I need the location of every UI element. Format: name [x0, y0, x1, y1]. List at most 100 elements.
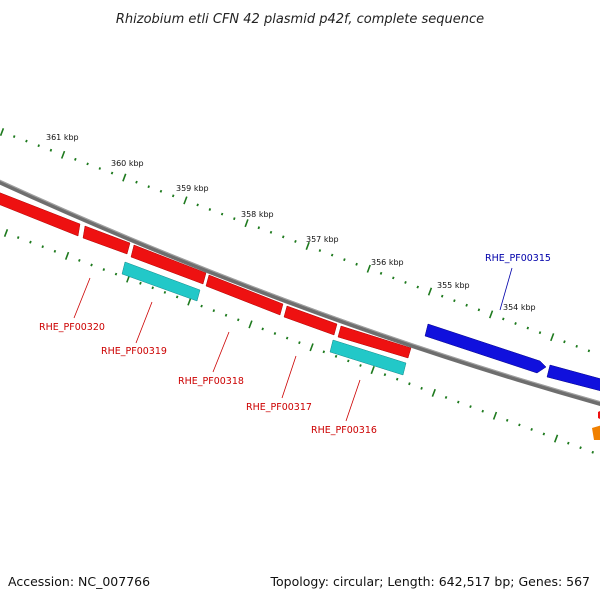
- minor-tick: [224, 313, 228, 317]
- major-tick: [305, 241, 310, 250]
- minor-tick: [298, 341, 301, 345]
- major-tick: [244, 219, 249, 228]
- inner-tick-ring: [3, 229, 595, 454]
- reverse-genes: [0, 192, 412, 359]
- minor-tick: [477, 308, 481, 312]
- major-tick: [64, 251, 70, 260]
- gene-RHE_PF00320[interactable]: [0, 192, 81, 237]
- leader-RHE_PF00317: [281, 355, 297, 399]
- gene-RHE_PF00318-a[interactable]: [130, 244, 207, 285]
- major-tick: [550, 333, 555, 342]
- plasmid-backbone-highlight: [0, 179, 600, 403]
- minor-tick: [236, 318, 240, 322]
- feature-cyan-2[interactable]: [329, 339, 407, 376]
- leader-RHE_PF00316: [345, 379, 361, 422]
- minor-tick: [465, 303, 468, 307]
- ruler-label: 356 kbp: [371, 258, 404, 267]
- label-leader-lines: [73, 267, 513, 422]
- minor-tick: [175, 295, 179, 299]
- gene-blue-2[interactable]: [546, 364, 600, 392]
- ruler-label: 355 kbp: [437, 281, 470, 290]
- minor-tick: [196, 203, 199, 207]
- minor-tick: [453, 299, 456, 303]
- plasmid-backbone: [0, 179, 600, 406]
- minor-tick: [563, 340, 566, 344]
- forward-genes: [424, 323, 600, 392]
- major-tick: [553, 434, 559, 443]
- minor-tick: [257, 226, 261, 230]
- gene-label-RHE_PF00316[interactable]: RHE_PF00316: [311, 425, 377, 436]
- minor-tick: [294, 239, 297, 243]
- minor-tick: [383, 373, 387, 377]
- minor-tick: [416, 285, 420, 289]
- minor-tick: [41, 245, 44, 249]
- minor-tick: [135, 180, 138, 184]
- minor-tick: [200, 304, 203, 308]
- minor-tick: [25, 139, 28, 143]
- minor-tick: [90, 263, 93, 267]
- minor-tick: [114, 272, 118, 276]
- minor-tick: [74, 157, 77, 161]
- minor-tick: [318, 249, 322, 252]
- minor-tick: [78, 258, 81, 262]
- minor-tick: [469, 405, 472, 409]
- major-tick: [187, 297, 192, 306]
- minor-tick: [269, 230, 273, 234]
- minor-tick: [159, 189, 163, 193]
- minor-tick: [457, 400, 460, 404]
- major-tick: [183, 196, 188, 205]
- minor-tick: [285, 336, 289, 340]
- other-features: [121, 261, 407, 376]
- minor-tick: [379, 271, 383, 275]
- minor-tick: [420, 386, 423, 390]
- minor-tick: [579, 446, 582, 450]
- gene-RHE_PF00318-b[interactable]: [205, 274, 284, 316]
- minor-tick: [220, 212, 224, 216]
- feature-orange-partial[interactable]: [592, 425, 600, 440]
- minor-tick: [542, 432, 546, 436]
- gene-RHE_PF00316[interactable]: [337, 325, 412, 359]
- minor-tick: [444, 395, 448, 399]
- minor-tick: [163, 290, 167, 294]
- major-tick: [431, 388, 436, 397]
- feature-cyan-1[interactable]: [121, 261, 201, 302]
- minor-tick: [347, 359, 350, 363]
- major-tick: [488, 310, 494, 319]
- minor-tick: [526, 326, 530, 330]
- minor-tick: [408, 382, 411, 386]
- minor-tick: [37, 144, 40, 148]
- gene-RHE_PF00317[interactable]: [283, 305, 338, 336]
- minor-tick: [151, 286, 154, 290]
- leader-RHE_PF00318: [212, 331, 230, 373]
- minor-tick: [587, 349, 591, 353]
- minor-tick: [575, 344, 578, 348]
- major-tick: [0, 128, 5, 136]
- minor-tick: [502, 317, 505, 321]
- minor-tick: [110, 171, 114, 175]
- minor-tick: [273, 332, 277, 335]
- gene-label-RHE_PF00319[interactable]: RHE_PF00319: [101, 346, 167, 357]
- gene-label-RHE_PF00318[interactable]: RHE_PF00318: [178, 376, 244, 387]
- minor-tick: [102, 268, 106, 271]
- major-tick: [427, 287, 433, 296]
- minor-tick: [233, 217, 236, 221]
- gene-label-RHE_PF00317[interactable]: RHE_PF00317: [246, 402, 312, 413]
- minor-tick: [330, 253, 334, 257]
- major-tick: [309, 343, 314, 352]
- minor-tick: [261, 327, 264, 331]
- minor-tick: [591, 450, 595, 454]
- gene-RHE_PF00315[interactable]: [424, 323, 547, 374]
- minor-tick: [334, 354, 338, 358]
- topology-summary: Topology: circular; Length: 642,517 bp; …: [270, 574, 591, 589]
- ruler-labels: 361 kbp 360 kbp 359 kbp 358 kbp 357 kbp …: [46, 133, 536, 312]
- major-tick: [60, 150, 66, 159]
- gene-label-RHE_PF00320[interactable]: RHE_PF00320: [39, 322, 105, 333]
- minor-tick: [514, 322, 517, 325]
- minor-tick: [567, 441, 570, 445]
- minor-tick: [12, 135, 16, 138]
- minor-tick: [49, 148, 53, 152]
- gene-RHE_PF00319[interactable]: [82, 225, 131, 255]
- gene-labels: RHE_PF00320 RHE_PF00319 RHE_PF00318 RHE_…: [39, 253, 551, 436]
- gene-label-RHE_PF00315[interactable]: RHE_PF00315: [485, 253, 551, 264]
